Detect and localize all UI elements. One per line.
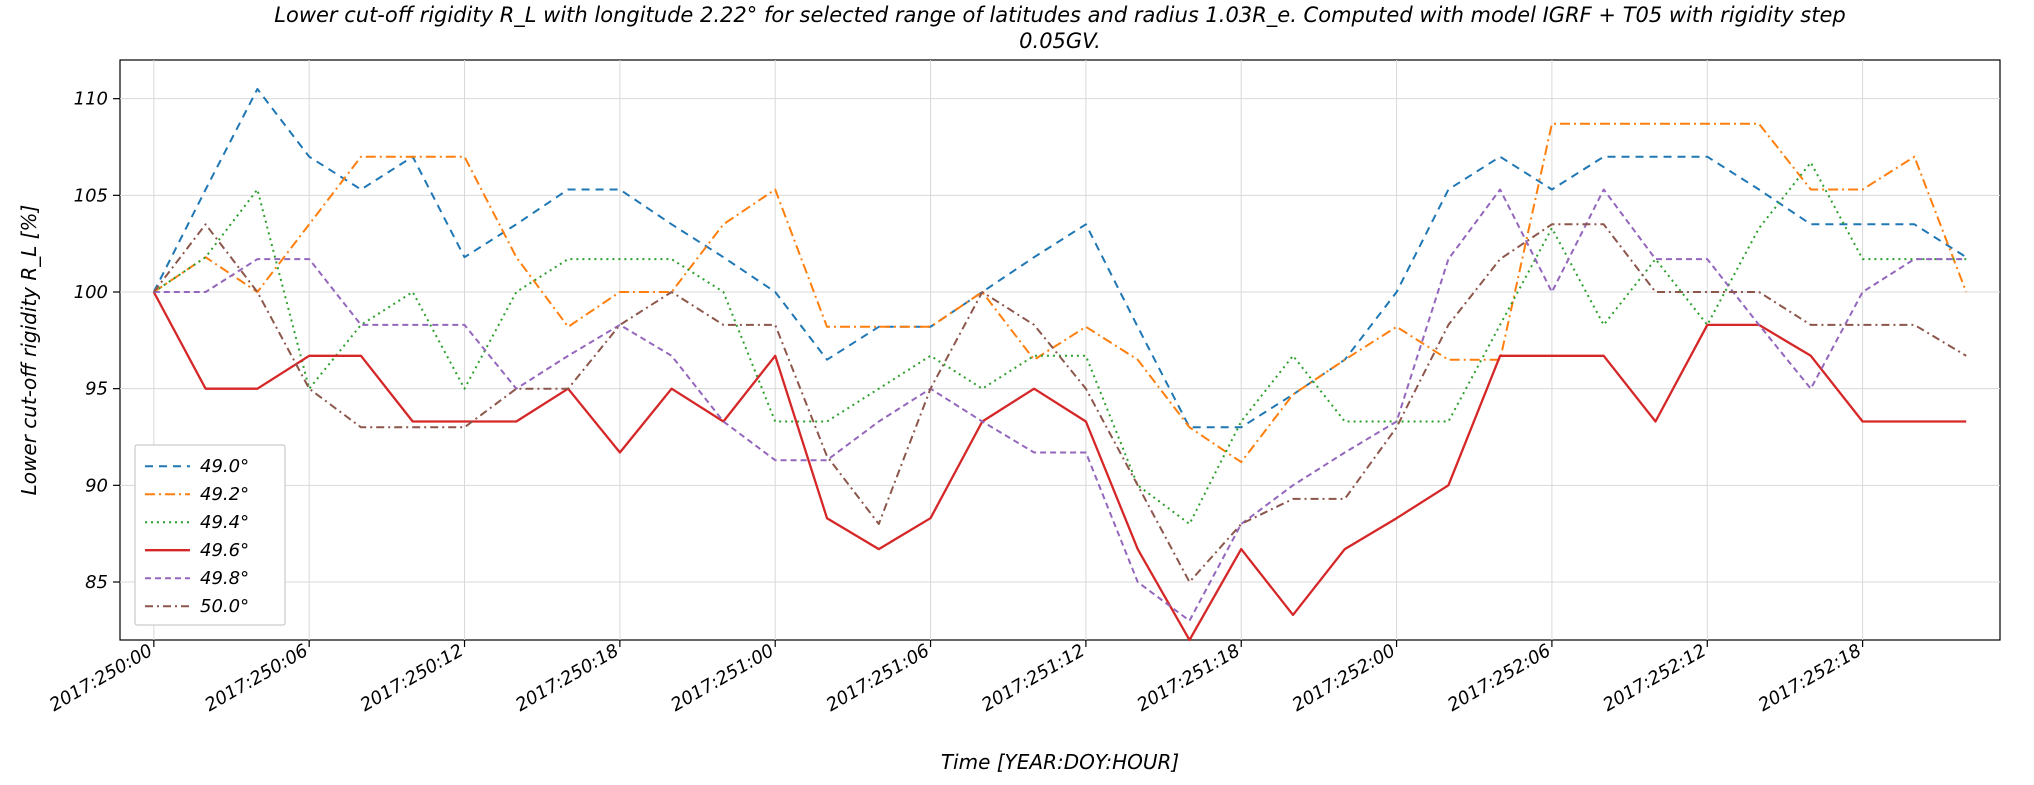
ytick-label: 105 [74,185,108,206]
chart-title-line2: 0.05GV. [1019,29,1101,53]
legend: 49.0° 49.2° 49.4° 49.6° 49.8° 50.0° [135,445,285,625]
legend-label-4: 49.8° [200,568,249,589]
legend-label-2: 49.4° [200,512,249,533]
ytick-label: 110 [74,89,108,110]
rigidity-line-chart: Lower cut-off rigidity R_L with longitud… [0,0,2034,785]
ytick-label: 95 [85,379,108,400]
ytick-label: 100 [74,282,108,303]
legend-label-5: 50.0° [200,596,249,617]
y-axis-label: Lower cut-off rigidity R_L [%] [17,205,41,496]
legend-label-3: 49.6° [200,540,249,561]
ytick-label: 85 [85,572,108,593]
legend-label-1: 49.2° [200,484,249,505]
x-axis-label: Time [YEAR:DOY:HOUR] [941,750,1179,774]
ytick-label: 90 [85,475,108,496]
chart-title-line1: Lower cut-off rigidity R_L with longitud… [274,3,1845,28]
legend-label-0: 49.0° [200,456,249,477]
